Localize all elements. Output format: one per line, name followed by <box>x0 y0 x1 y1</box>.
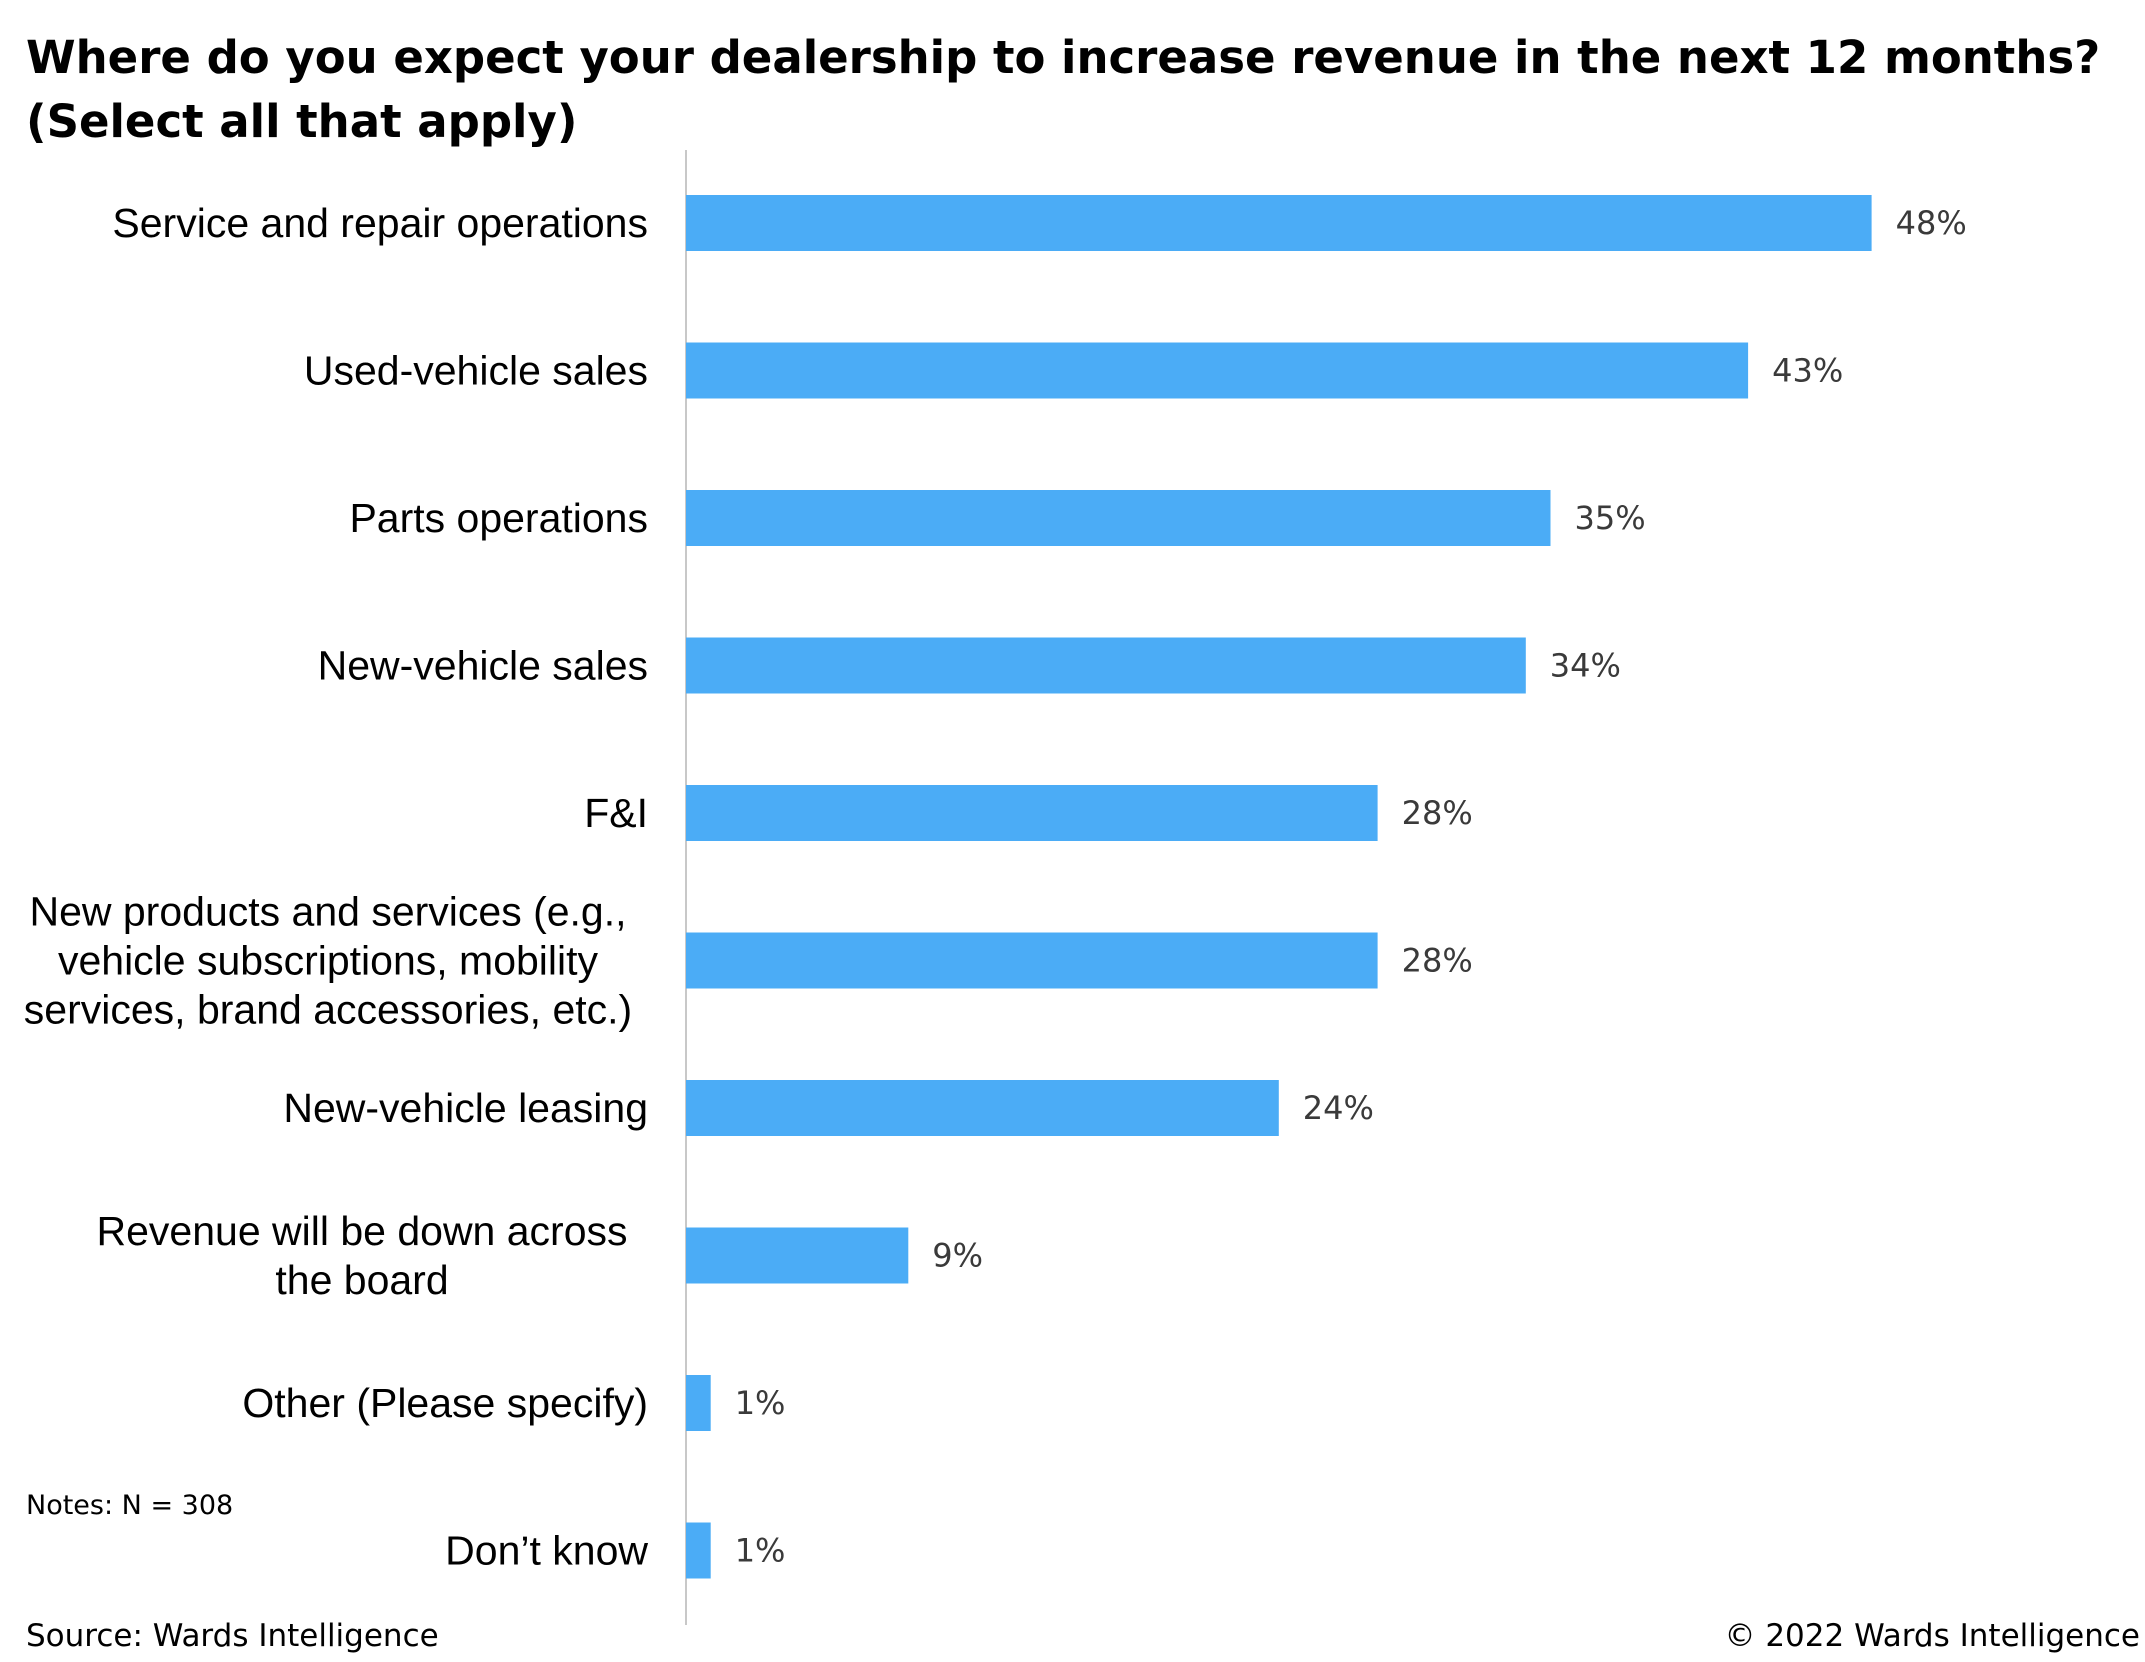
category-label: Used-vehicle sales <box>304 348 648 394</box>
source-text: Source: Wards Intelligence <box>26 1618 439 1654</box>
category-label: vehicle subscriptions, mobility <box>58 938 599 984</box>
data-label: 28% <box>1402 794 1473 832</box>
bars <box>686 195 1872 1579</box>
category-label: New products and services (e.g., <box>29 889 626 935</box>
category-label: F&I <box>584 790 648 836</box>
bar <box>686 1227 909 1284</box>
copyright-text: © 2022 Wards Intelligence <box>1724 1618 2140 1654</box>
data-label: 35% <box>1575 499 1646 537</box>
bar <box>686 1522 711 1579</box>
data-label: 28% <box>1402 942 1473 980</box>
category-label: Parts operations <box>349 495 648 541</box>
data-label: 9% <box>932 1237 983 1275</box>
category-label: the board <box>275 1257 448 1303</box>
data-labels: 48% 43% 35% 34% 28% 28% 24% 9% 1% 1% <box>735 204 1967 1570</box>
data-label: 48% <box>1896 204 1967 242</box>
data-label: 1% <box>735 1384 786 1422</box>
bar <box>686 342 1749 399</box>
bar <box>686 785 1378 841</box>
chart-title: Where do you expect your dealership to i… <box>26 31 2101 148</box>
category-label: Revenue will be down across <box>97 1208 628 1254</box>
bar <box>686 1080 1279 1136</box>
bar <box>686 1375 711 1431</box>
category-label: Other (Please specify) <box>242 1380 648 1426</box>
bar <box>686 195 1872 251</box>
category-label: New-vehicle sales <box>318 643 648 689</box>
data-label: 34% <box>1550 647 1621 685</box>
data-label: 43% <box>1772 352 1843 390</box>
data-label: 24% <box>1303 1089 1374 1127</box>
bar <box>686 490 1551 546</box>
data-label: 1% <box>735 1532 786 1570</box>
bar <box>686 932 1378 989</box>
category-labels: Service and repair operations Used-vehicl… <box>24 200 649 1574</box>
category-label: services, brand accessories, etc.) <box>24 987 632 1033</box>
bar <box>686 637 1526 694</box>
category-label: New-vehicle leasing <box>283 1085 648 1131</box>
category-label: Don’t know <box>445 1528 648 1574</box>
category-label: Service and repair operations <box>112 200 648 246</box>
notes-text: Notes: N = 308 <box>26 1490 234 1521</box>
